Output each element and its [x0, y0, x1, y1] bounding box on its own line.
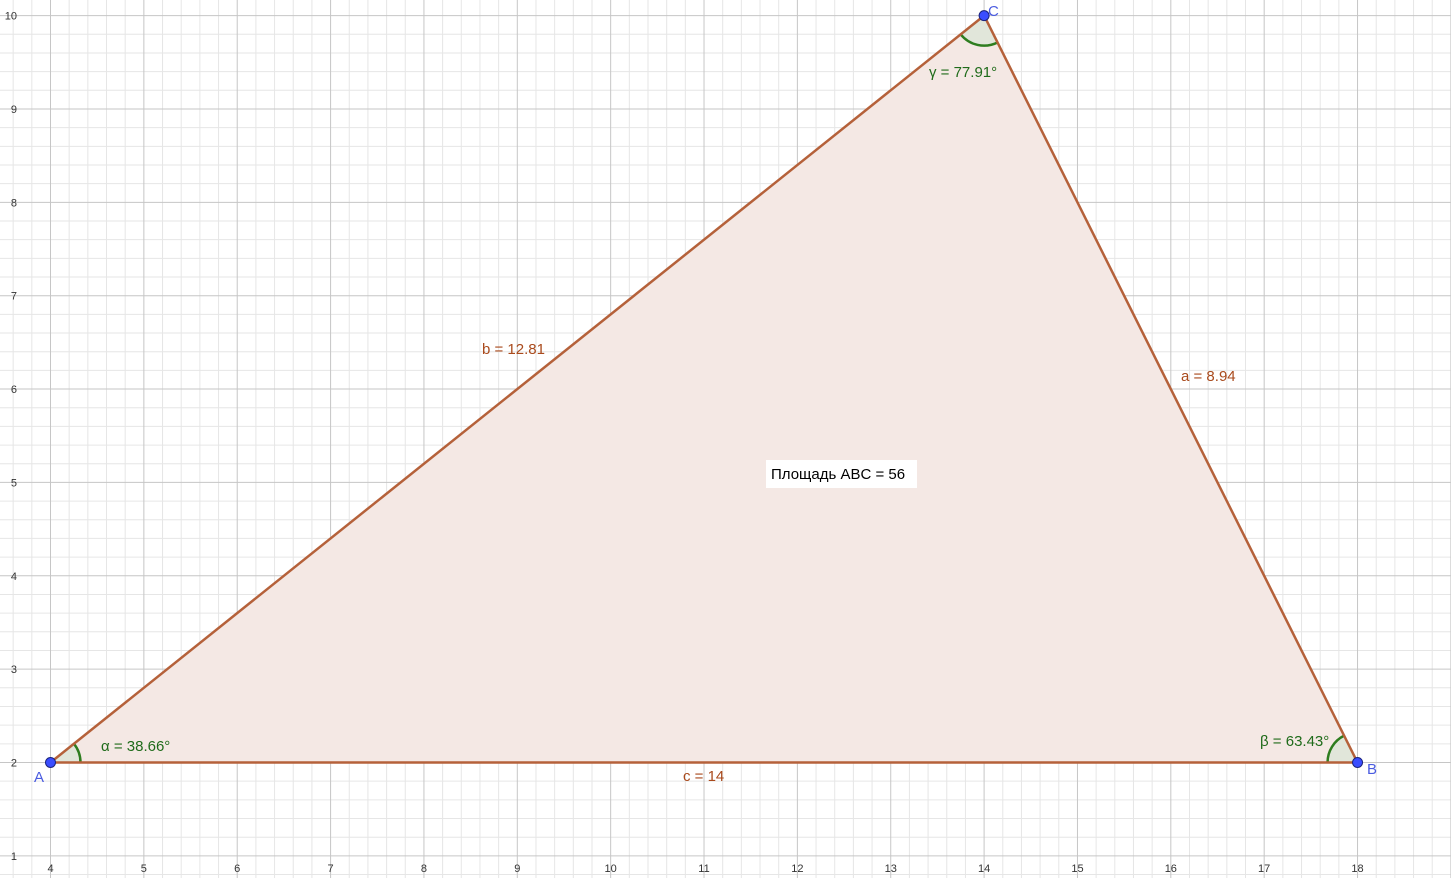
angle-alpha-label: α = 38.66° [101, 738, 170, 755]
segment-b-label: b = 12.81 [482, 341, 545, 358]
point-a[interactable] [45, 757, 56, 768]
y-tick-label: 1 [11, 851, 17, 863]
area-label: Площадь ABC = 56 [771, 466, 905, 483]
y-tick-label: 5 [11, 477, 17, 489]
angle-arcs [50, 15, 1358, 763]
x-tick-label: 17 [1258, 863, 1270, 875]
area-label-box [766, 460, 917, 488]
angle-beta-arc [1326, 734, 1345, 763]
segment-a-label: a = 8.94 [1181, 368, 1236, 385]
point-c[interactable] [978, 10, 990, 22]
x-tick-label: 18 [1351, 863, 1363, 875]
point-a-label: A [34, 769, 44, 786]
segment-a[interactable] [982, 14, 1359, 764]
x-tick-label: 15 [1071, 863, 1083, 875]
point-b[interactable] [1352, 757, 1364, 768]
angle-gamma-arc [959, 33, 999, 47]
y-tick-label: 7 [11, 291, 17, 303]
x-tick-label: 11 [698, 863, 709, 875]
y-tick-label: 6 [11, 384, 17, 396]
x-tick-label: 7 [328, 863, 334, 875]
x-tick-label: 5 [141, 863, 147, 875]
angle-beta-sector[interactable] [1327, 735, 1358, 763]
segment-c-label: c = 14 [683, 768, 724, 785]
y-tick-label: 3 [11, 664, 17, 676]
x-tick-label: 16 [1165, 863, 1177, 875]
y-tick-label: 8 [11, 197, 17, 209]
y-tick-label: 10 [5, 11, 17, 23]
x-tick-label: 8 [421, 863, 427, 875]
x-tick-label: 4 [47, 863, 53, 875]
x-tick-label: 10 [605, 863, 617, 875]
angle-beta-label: β = 63.43° [1260, 733, 1329, 750]
angle-gamma-sector[interactable] [960, 15, 998, 46]
point-c-label: C [988, 3, 999, 20]
x-tick-label: 14 [978, 863, 990, 875]
x-tick-label: 12 [791, 863, 803, 875]
angle-gamma-label: γ = 77.91° [929, 64, 997, 81]
segment-b[interactable] [49, 14, 986, 764]
y-tick-label: 4 [11, 571, 17, 583]
y-tick-label: 9 [11, 104, 17, 116]
y-tick-label: 2 [11, 758, 17, 770]
x-tick-label: 13 [885, 863, 897, 875]
point-b-label: B [1367, 761, 1377, 778]
x-tick-label: 6 [234, 863, 240, 875]
triangle-abc-fill[interactable] [50, 15, 1358, 763]
x-tick-label: 9 [514, 863, 520, 875]
